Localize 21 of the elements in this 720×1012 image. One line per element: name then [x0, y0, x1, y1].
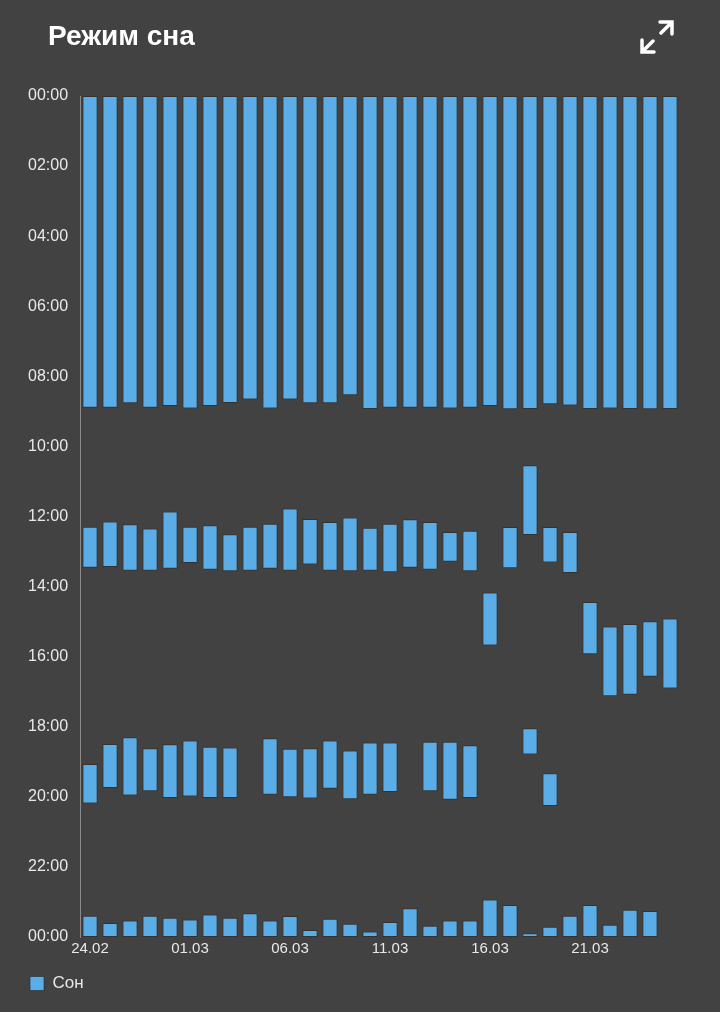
y-tick-label: 04:00 [27, 226, 69, 244]
legend-label: Сон [52, 973, 84, 993]
x-tick-label: 11.03 [371, 939, 409, 957]
y-tick-label: 10:00 [27, 436, 69, 454]
y-tick-label: 22:00 [27, 857, 69, 875]
x-tick-label: 06.03 [271, 939, 309, 957]
x-tick-label: 24.02 [71, 939, 109, 957]
chart-title: Режим сна [48, 20, 195, 52]
y-tick-label: 14:00 [27, 576, 69, 594]
y-tick-label: 20:00 [27, 787, 69, 805]
y-tick-label: 12:00 [27, 506, 69, 524]
y-tick-label: 18:00 [27, 717, 69, 735]
y-tick-label: 00:00 [27, 86, 69, 104]
x-tick-label: 01.03 [171, 939, 209, 957]
y-tick-label: 16:00 [27, 647, 69, 665]
y-tick-label: 08:00 [27, 366, 69, 384]
y-tick-label: 00:00 [27, 927, 69, 945]
x-tick-label: 21.03 [571, 939, 609, 957]
y-tick-label: 06:00 [27, 296, 69, 314]
x-tick-label: 16.03 [471, 939, 509, 957]
y-tick-label: 02:00 [27, 156, 69, 174]
